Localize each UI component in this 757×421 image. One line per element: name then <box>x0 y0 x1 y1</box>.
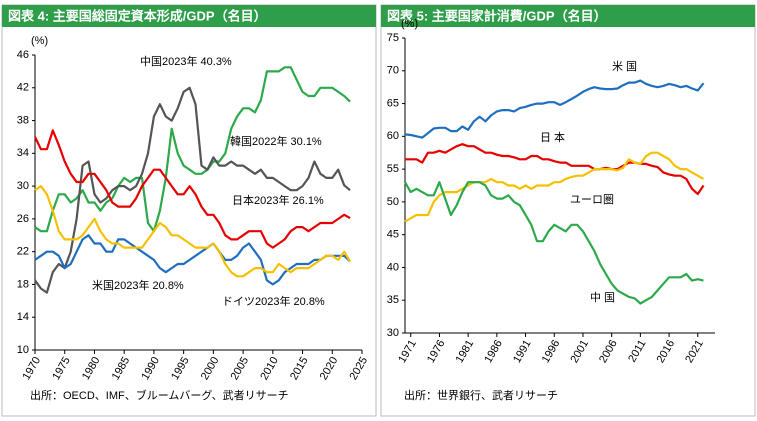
chart-title: 図表 5: 主要国家計消費/GDP（名目） <box>387 8 607 23</box>
annotation: 中 国 <box>590 291 615 304</box>
y-tick-label: 18 <box>17 278 29 290</box>
annotation: 韓国2022年 30.1% <box>230 134 322 148</box>
y-tick-label: 65 <box>387 97 399 109</box>
y-tick-label: 35 <box>387 294 399 306</box>
y-tick-label: 50 <box>387 196 399 208</box>
y-tick-label: 22 <box>17 246 29 258</box>
y-tick-label: 45 <box>387 229 399 241</box>
annotation: 米 国 <box>612 60 637 73</box>
y-tick-label: 38 <box>17 114 29 126</box>
series-line <box>404 79 705 139</box>
source-note: 出所：OECD、IMF、ブルームバーグ、武者リサーチ <box>30 388 289 402</box>
y-tick-label: 26 <box>17 213 29 225</box>
series-line <box>404 151 705 223</box>
header-right <box>381 5 755 27</box>
series-line <box>405 143 705 196</box>
series-line <box>34 185 352 278</box>
annotation: 日 本 <box>540 130 565 144</box>
y-tick-label: 75 <box>387 32 399 44</box>
y-axis-label: (%) <box>401 18 418 30</box>
annotation: 中国2023年 40.3% <box>140 54 232 68</box>
y-tick-label: 60 <box>387 130 399 142</box>
series-line <box>34 234 351 286</box>
source-note: 出所：世界銀行、武者リサーチ <box>404 388 558 402</box>
annotation: 米国2023年 20.8% <box>92 278 184 292</box>
y-tick-label: 14 <box>17 311 29 323</box>
panel-right <box>380 4 756 417</box>
chart-title: 図表 4: 主要国総固定資本形成/GDP（名目） <box>8 8 267 23</box>
y-tick-label: 40 <box>387 261 399 273</box>
y-tick-label: 30 <box>17 180 29 192</box>
y-tick-label: 70 <box>387 65 399 77</box>
series-line <box>404 181 704 305</box>
annotation: 日本2023年 26.1% <box>232 193 324 207</box>
y-axis-label: (%) <box>31 35 48 47</box>
y-tick-label: 10 <box>17 344 29 356</box>
panel-left <box>1 4 377 417</box>
series-line <box>34 86 351 294</box>
header-left <box>2 5 376 27</box>
series-line <box>34 66 351 233</box>
annotation: ドイツ2023年 20.8% <box>222 294 325 308</box>
y-tick-label: 42 <box>17 82 29 94</box>
annotation: ユーロ圏 <box>570 193 614 206</box>
y-tick-label: 34 <box>17 147 29 159</box>
y-tick-label: 46 <box>17 49 29 61</box>
y-tick-label: 55 <box>387 163 399 175</box>
series-line <box>34 129 351 249</box>
y-tick-label: 30 <box>387 327 399 339</box>
